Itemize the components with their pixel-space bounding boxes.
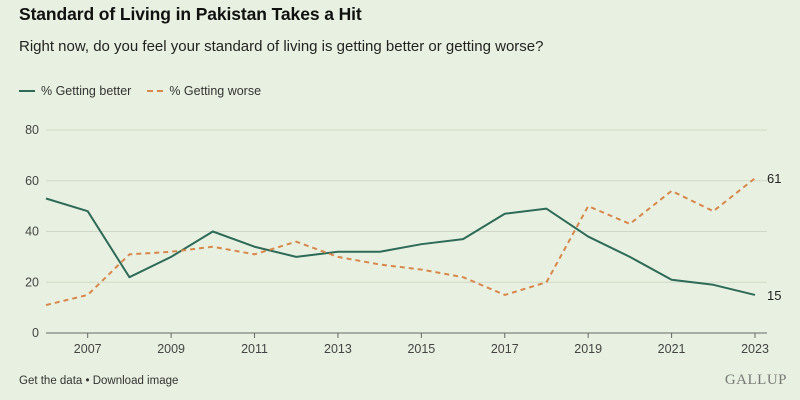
y-tick-label: 0 xyxy=(32,326,39,340)
end-label-getting-better: 15 xyxy=(767,288,781,303)
chart-title: Standard of Living in Pakistan Takes a H… xyxy=(19,4,362,24)
x-tick-label: 2019 xyxy=(574,342,602,356)
x-tick-label: 2007 xyxy=(74,342,102,356)
chart-subtitle: Right now, do you feel your standard of … xyxy=(19,38,544,55)
x-tick-label: 2015 xyxy=(407,342,435,356)
chart-legend: % Getting better % Getting worse xyxy=(19,84,277,98)
gallup-logo: GALLUP xyxy=(724,372,787,388)
legend-label-better: % Getting better xyxy=(41,84,132,98)
x-tick-label: 2021 xyxy=(658,342,686,356)
series-line-getting-worse xyxy=(45,177,756,307)
y-tick-label: 80 xyxy=(25,123,39,137)
legend-swatch-better xyxy=(19,90,35,92)
x-tick-label: 2023 xyxy=(741,342,769,356)
footer-separator: • xyxy=(82,375,93,387)
x-tick-label: 2009 xyxy=(157,342,185,356)
y-tick-label: 20 xyxy=(25,275,39,289)
legend-label-worse: % Getting worse xyxy=(169,84,262,98)
x-tick-label: 2017 xyxy=(491,342,519,356)
x-tick-label: 2013 xyxy=(324,342,352,356)
legend-item-better: % Getting better xyxy=(19,84,131,98)
footer-links: Get the data • Download image xyxy=(19,375,178,387)
y-tick-label: 60 xyxy=(25,174,39,188)
legend-swatch-worse xyxy=(147,90,164,92)
legend-item-worse: % Getting worse xyxy=(147,84,261,98)
y-tick-label: 40 xyxy=(25,225,39,239)
end-label-getting-worse: 61 xyxy=(767,171,781,186)
series-line-getting-better xyxy=(45,197,756,296)
get-data-link[interactable]: Get the data xyxy=(19,375,83,387)
download-image-link[interactable]: Download image xyxy=(92,375,179,387)
x-tick-label: 2011 xyxy=(241,342,268,356)
